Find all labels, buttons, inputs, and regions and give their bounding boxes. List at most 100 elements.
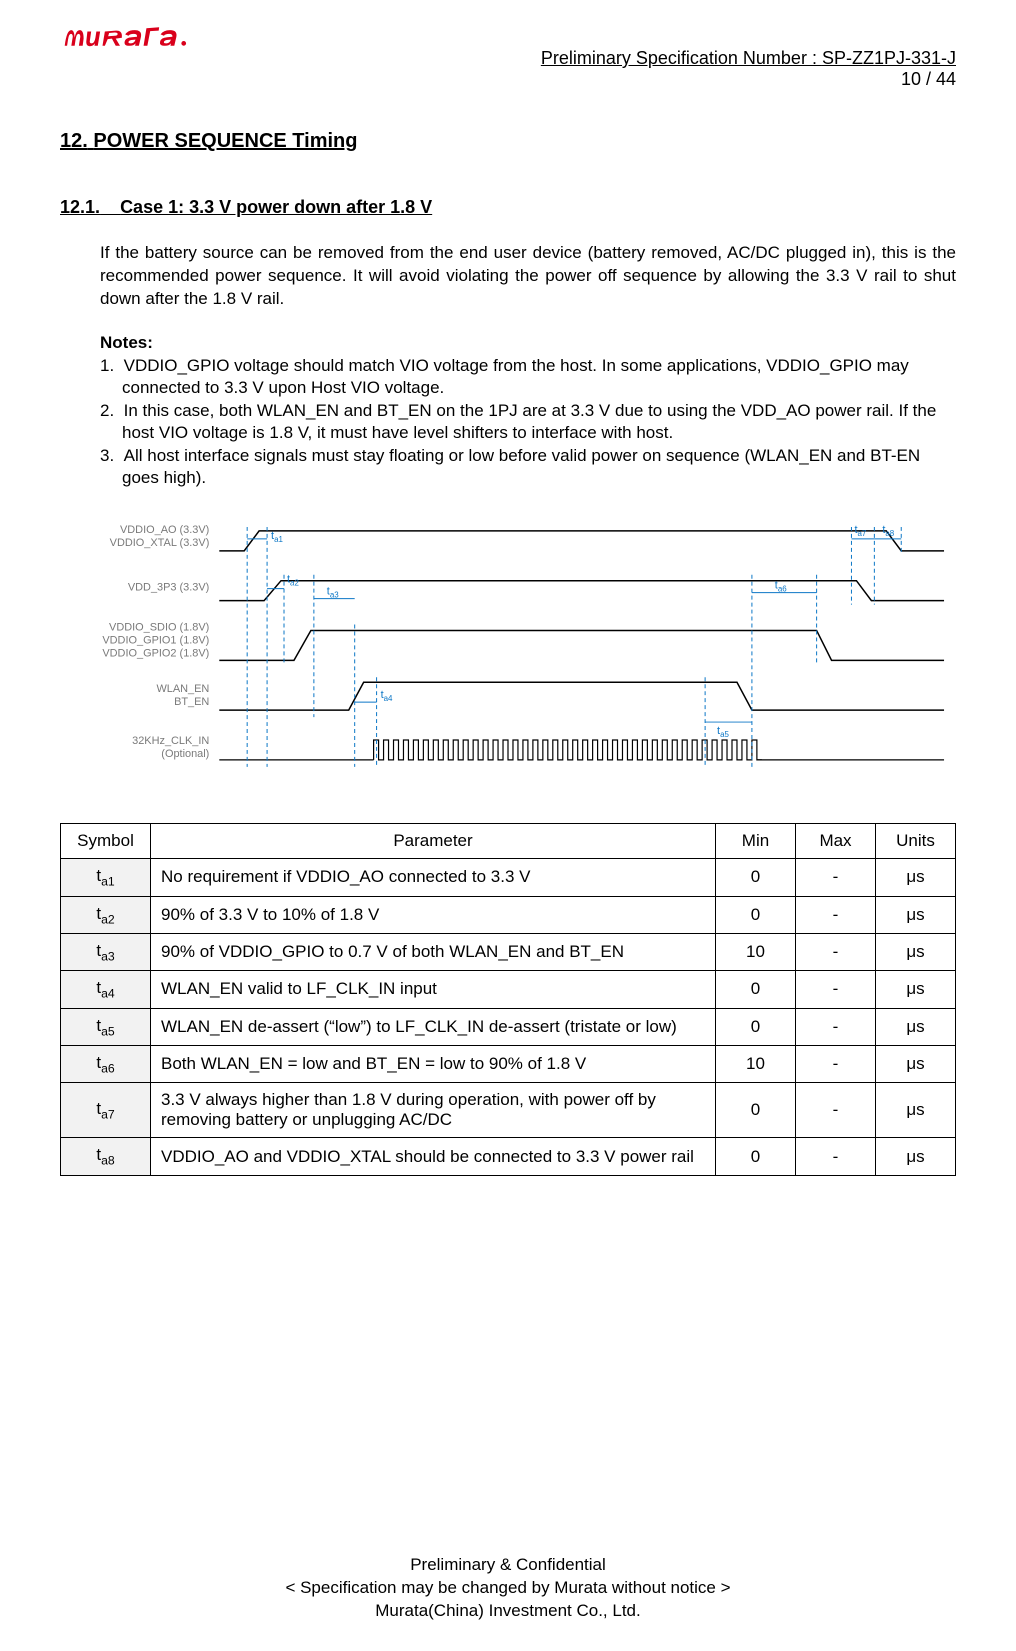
waveform xyxy=(219,631,944,661)
sig-label: WLAN_EN xyxy=(156,684,209,696)
col-header: Symbol xyxy=(61,824,151,859)
table-row: ta5WLAN_EN de-assert (“low”) to LF_CLK_I… xyxy=(61,1008,956,1045)
sig-label: VDDIO_GPIO1 (1.8V) xyxy=(102,635,209,647)
clock-waveform xyxy=(219,740,944,760)
svg-text:ta6: ta6 xyxy=(775,580,787,594)
svg-text:ta1: ta1 xyxy=(271,530,283,544)
min-cell: 0 xyxy=(716,896,796,933)
svg-text:ta3: ta3 xyxy=(327,586,339,600)
footer-line: < Specification may be changed by Murata… xyxy=(0,1577,1016,1600)
symbol-cell: ta5 xyxy=(61,1008,151,1045)
parameter-cell: 3.3 V always higher than 1.8 V during op… xyxy=(151,1083,716,1138)
min-cell: 0 xyxy=(716,1008,796,1045)
parameter-cell: 90% of VDDIO_GPIO to 0.7 V of both WLAN_… xyxy=(151,933,716,970)
parameter-cell: 90% of 3.3 V to 10% of 1.8 V xyxy=(151,896,716,933)
units-cell: μs xyxy=(876,859,956,896)
waveform xyxy=(219,683,944,711)
min-cell: 10 xyxy=(716,933,796,970)
col-header: Parameter xyxy=(151,824,716,859)
units-cell: μs xyxy=(876,1138,956,1175)
col-header: Units xyxy=(876,824,956,859)
note-item: 2. In this case, both WLAN_EN and BT_EN … xyxy=(122,400,956,444)
notes-block: Notes: 1. VDDIO_GPIO voltage should matc… xyxy=(100,333,956,490)
symbol-cell: ta7 xyxy=(61,1083,151,1138)
max-cell: - xyxy=(796,971,876,1008)
symbol-cell: ta2 xyxy=(61,896,151,933)
units-cell: μs xyxy=(876,933,956,970)
units-cell: μs xyxy=(876,1046,956,1083)
table-header-row: Symbol Parameter Min Max Units xyxy=(61,824,956,859)
page-header: Preliminary Specification Number : SP-ZZ… xyxy=(60,20,956,90)
table-row: ta73.3 V always higher than 1.8 V during… xyxy=(61,1083,956,1138)
timing-diagram: VDDIO_AO (3.3V) VDDIO_XTAL (3.3V) VDD_3P… xyxy=(60,513,956,792)
col-header: Max xyxy=(796,824,876,859)
units-cell: μs xyxy=(876,896,956,933)
t-labels: ta1 ta2 ta3 ta4 ta5 ta6 ta7 ta8 xyxy=(271,524,895,739)
svg-text:ta8: ta8 xyxy=(882,524,894,538)
max-cell: - xyxy=(796,859,876,896)
table-row: ta390% of VDDIO_GPIO to 0.7 V of both WL… xyxy=(61,933,956,970)
symbol-cell: ta1 xyxy=(61,859,151,896)
sig-label: VDDIO_SDIO (1.8V) xyxy=(109,622,209,634)
spec-prefix: Preliminary Specification Number : xyxy=(541,48,822,68)
max-cell: - xyxy=(796,1008,876,1045)
waveform xyxy=(219,531,944,551)
min-cell: 0 xyxy=(716,971,796,1008)
sig-label: VDD_3P3 (3.3V) xyxy=(128,582,209,594)
min-cell: 0 xyxy=(716,1138,796,1175)
doc-meta: Preliminary Specification Number : SP-ZZ… xyxy=(541,48,956,90)
note-item: 1. VDDIO_GPIO voltage should match VIO v… xyxy=(122,355,956,399)
symbol-cell: ta4 xyxy=(61,971,151,1008)
footer-line: Preliminary & Confidential xyxy=(0,1554,1016,1577)
section-title: 12. POWER SEQUENCE Timing xyxy=(60,130,956,153)
murata-logo-icon xyxy=(60,20,230,62)
svg-text:ta2: ta2 xyxy=(287,574,299,588)
logo xyxy=(60,20,230,67)
sig-label: VDDIO_XTAL (3.3V) xyxy=(110,537,210,549)
svg-text:ta5: ta5 xyxy=(717,725,729,739)
table-row: ta4WLAN_EN valid to LF_CLK_IN input0-μs xyxy=(61,971,956,1008)
notes-label: Notes: xyxy=(100,333,956,353)
min-cell: 0 xyxy=(716,1083,796,1138)
units-cell: μs xyxy=(876,1083,956,1138)
max-cell: - xyxy=(796,1046,876,1083)
body-paragraph: If the battery source can be removed fro… xyxy=(100,242,956,311)
table-row: ta1No requirement if VDDIO_AO connected … xyxy=(61,859,956,896)
min-cell: 0 xyxy=(716,859,796,896)
timing-table: Symbol Parameter Min Max Units ta1No req… xyxy=(60,823,956,1176)
parameter-cell: WLAN_EN valid to LF_CLK_IN input xyxy=(151,971,716,1008)
footer-line: Murata(China) Investment Co., Ltd. xyxy=(0,1600,1016,1623)
sig-label: VDDIO_GPIO2 (1.8V) xyxy=(102,648,209,660)
symbol-cell: ta3 xyxy=(61,933,151,970)
table-row: ta6Both WLAN_EN = low and BT_EN = low to… xyxy=(61,1046,956,1083)
notes-list: 1. VDDIO_GPIO voltage should match VIO v… xyxy=(100,355,956,490)
max-cell: - xyxy=(796,896,876,933)
svg-text:ta7: ta7 xyxy=(854,524,866,538)
sig-label: BT_EN xyxy=(174,697,209,709)
table-row: ta8VDDIO_AO and VDDIO_XTAL should be con… xyxy=(61,1138,956,1175)
guide-lines xyxy=(247,527,901,767)
parameter-cell: WLAN_EN de-assert (“low”) to LF_CLK_IN d… xyxy=(151,1008,716,1045)
table-row: ta290% of 3.3 V to 10% of 1.8 V0-μs xyxy=(61,896,956,933)
subsection-title: 12.1. Case 1: 3.3 V power down after 1.8… xyxy=(60,197,956,218)
sig-label: (Optional) xyxy=(161,748,209,760)
sig-label: VDDIO_AO (3.3V) xyxy=(120,524,209,536)
parameter-cell: No requirement if VDDIO_AO connected to … xyxy=(151,859,716,896)
note-item: 3. All host interface signals must stay … xyxy=(122,445,956,489)
units-cell: μs xyxy=(876,1008,956,1045)
col-header: Min xyxy=(716,824,796,859)
min-cell: 10 xyxy=(716,1046,796,1083)
max-cell: - xyxy=(796,1083,876,1138)
parameter-cell: VDDIO_AO and VDDIO_XTAL should be connec… xyxy=(151,1138,716,1175)
symbol-cell: ta6 xyxy=(61,1046,151,1083)
spec-number: SP-ZZ1PJ-331-J xyxy=(822,48,956,68)
parameter-cell: Both WLAN_EN = low and BT_EN = low to 90… xyxy=(151,1046,716,1083)
symbol-cell: ta8 xyxy=(61,1138,151,1175)
max-cell: - xyxy=(796,933,876,970)
svg-text:ta4: ta4 xyxy=(381,690,393,704)
page-footer: Preliminary & Confidential < Specificati… xyxy=(0,1554,1016,1623)
page-number: 10 / 44 xyxy=(541,69,956,90)
max-cell: - xyxy=(796,1138,876,1175)
units-cell: μs xyxy=(876,971,956,1008)
sig-label: 32KHz_CLK_IN xyxy=(132,735,209,747)
